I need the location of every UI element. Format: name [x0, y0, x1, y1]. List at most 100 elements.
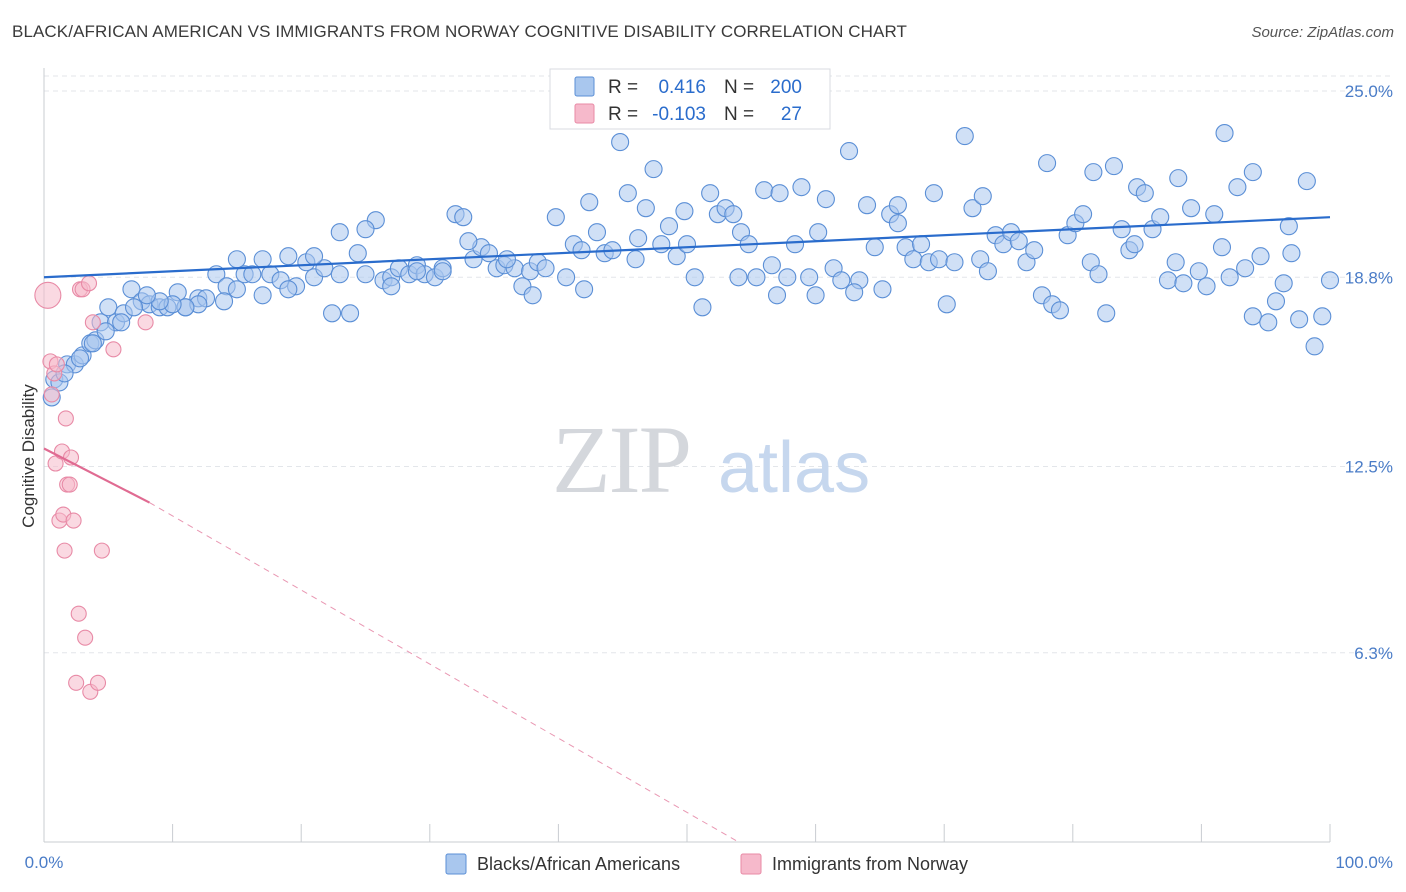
point-blacks-179	[433, 262, 452, 281]
point-norway-24	[93, 542, 110, 559]
point-blacks-89	[778, 268, 797, 287]
point-blacks-168	[888, 214, 907, 233]
point-blacks-118	[1009, 232, 1028, 251]
point-blacks-143	[1205, 205, 1224, 224]
point-blacks-87	[762, 256, 781, 275]
point-blacks-49	[454, 208, 473, 227]
point-blacks-69	[618, 184, 637, 203]
point-blacks-109	[937, 295, 956, 314]
point-blacks-92	[800, 268, 819, 287]
x-tick-label-0: 0.0%	[25, 853, 64, 872]
point-blacks-134	[1135, 184, 1154, 203]
point-blacks-137	[1158, 271, 1178, 290]
point-blacks-149	[1251, 247, 1270, 266]
point-blacks-114	[978, 262, 997, 281]
point-blacks-145	[1220, 268, 1239, 287]
stats-legend: R = 0.416 N = 200 R = -0.103 N = 27	[549, 68, 831, 130]
point-blacks-103	[888, 196, 907, 215]
point-blacks-166	[973, 187, 992, 206]
point-blacks-126	[1074, 205, 1093, 224]
series-legend-label-pink: Immigrants from Norway	[772, 854, 968, 874]
stats-legend-r-value-1: 0.416	[658, 77, 706, 98]
stats-legend-r-value-2: -0.103	[652, 104, 706, 125]
point-blacks-36	[341, 304, 360, 323]
chart-title: BLACK/AFRICAN AMERICAN VS IMMIGRANTS FRO…	[12, 22, 908, 41]
point-blacks-158	[1320, 271, 1340, 290]
point-blacks-176	[523, 286, 542, 305]
trend-lines	[43, 216, 1331, 843]
point-blacks-177	[497, 250, 517, 269]
point-blacks-148	[1243, 307, 1262, 326]
stats-legend-r-label-2: R =	[608, 104, 638, 125]
point-blacks-172	[729, 268, 748, 287]
point-blacks-169	[845, 283, 864, 302]
point-blacks-144	[1212, 238, 1232, 257]
point-blacks-131	[1112, 220, 1131, 239]
point-blacks-82	[724, 205, 743, 224]
point-blacks-147	[1236, 259, 1255, 278]
point-blacks-101	[873, 280, 892, 299]
point-blacks-68	[611, 133, 630, 152]
point-blacks-74	[659, 217, 679, 236]
point-norway-20	[80, 275, 98, 292]
point-blacks-77	[685, 268, 704, 287]
point-norway-19	[77, 629, 94, 646]
point-blacks-29	[279, 247, 298, 266]
y-tick-label-2: 18.8%	[1345, 268, 1393, 287]
point-norway-25	[105, 341, 122, 358]
series-legend-swatch-blue	[445, 853, 467, 875]
series-legend-label-blue: Blacks/African Americans	[477, 854, 680, 874]
point-blacks-52	[479, 244, 499, 263]
point-blacks-183	[330, 223, 349, 242]
point-blacks-174	[626, 250, 645, 269]
point-blacks-88	[770, 184, 789, 203]
point-blacks-78	[693, 298, 712, 317]
point-blacks-128	[1089, 265, 1108, 284]
point-blacks-157	[1313, 307, 1332, 326]
point-blacks-136	[1151, 208, 1170, 227]
point-blacks-142	[1197, 277, 1216, 296]
point-blacks-79	[701, 184, 720, 203]
point-blacks-35	[330, 265, 349, 284]
point-blacks-112	[963, 199, 982, 218]
point-blacks-100	[865, 238, 884, 257]
point-blacks-196	[96, 322, 115, 341]
point-norway-9	[56, 542, 73, 559]
point-blacks-26	[253, 286, 272, 305]
point-blacks-97	[839, 142, 859, 161]
point-blacks-184	[305, 247, 324, 266]
point-blacks-154	[1290, 310, 1309, 329]
point-blacks-159	[1279, 217, 1298, 236]
point-blacks-37	[348, 244, 367, 263]
point-blacks-153	[1282, 244, 1301, 263]
series-immigrants-from-norway	[34, 275, 154, 700]
point-blacks-23	[227, 250, 246, 269]
point-blacks-38	[356, 265, 375, 284]
point-blacks-63	[572, 241, 591, 260]
point-blacks-93	[809, 223, 828, 242]
point-blacks-86	[755, 181, 774, 200]
point-norway-10	[57, 410, 74, 427]
stats-legend-n-label-2: N =	[724, 104, 754, 125]
point-blacks-120	[1025, 241, 1044, 260]
point-norway-14	[65, 512, 82, 529]
point-blacks-25	[243, 265, 262, 284]
stats-legend-n-label-1: N =	[724, 77, 754, 98]
point-blacks-161	[1215, 124, 1234, 143]
y-axis-label: Cognitive Disability	[19, 384, 38, 528]
point-blacks-34	[323, 304, 342, 323]
point-blacks-73	[652, 235, 671, 254]
trend-line-norway-extrapolated	[149, 502, 739, 843]
point-blacks-108	[930, 250, 949, 269]
y-tick-label-1: 12.5%	[1345, 458, 1393, 477]
point-blacks-146	[1228, 178, 1247, 197]
x-tick-label-1: 100.0%	[1335, 853, 1393, 872]
point-blacks-70	[629, 229, 648, 248]
point-blacks-59	[536, 259, 555, 278]
point-blacks-164	[1084, 163, 1103, 182]
chart-source: Source: ZipAtlas.com	[1251, 24, 1394, 41]
point-blacks-129	[1097, 304, 1116, 323]
point-blacks-152	[1274, 274, 1293, 293]
point-blacks-160	[1243, 163, 1262, 182]
